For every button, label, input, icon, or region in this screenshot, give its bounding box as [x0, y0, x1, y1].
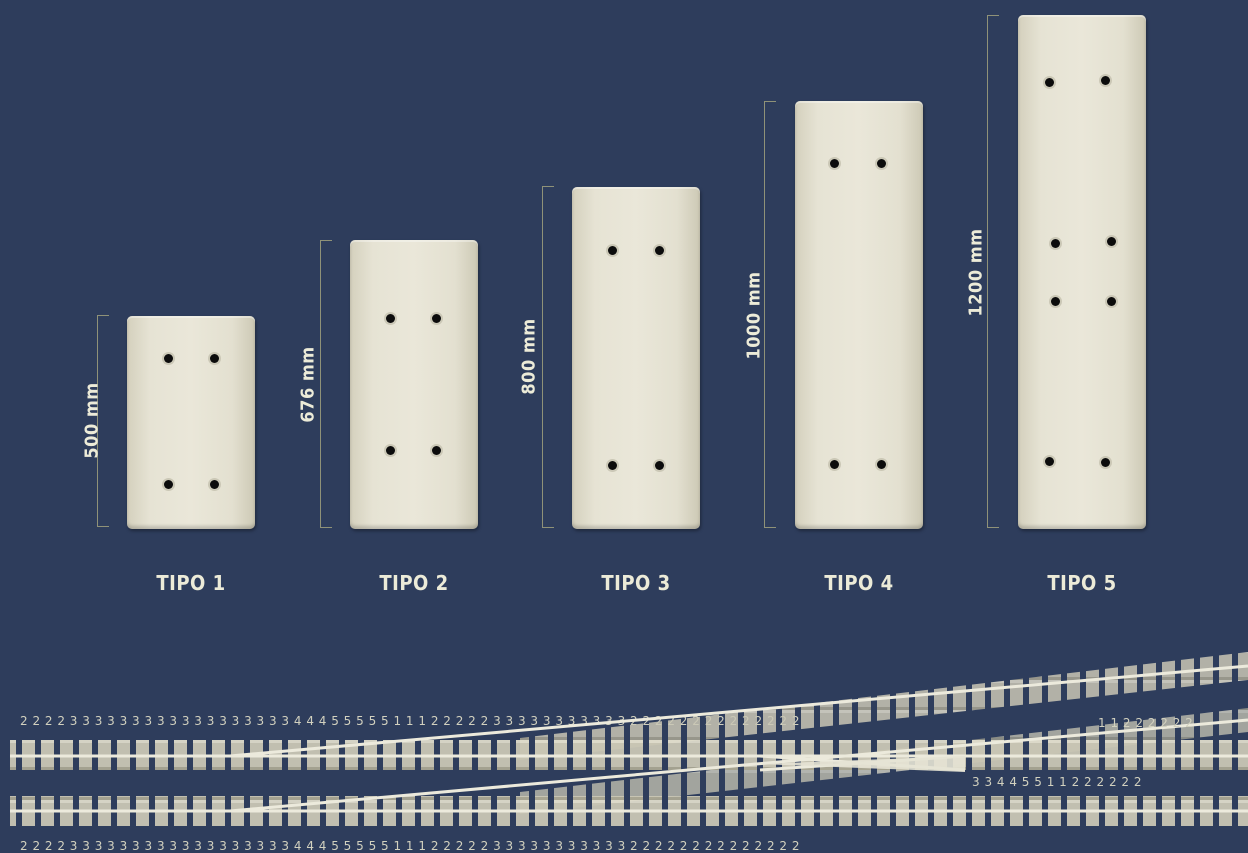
panel-title: TIPO 3 [601, 571, 671, 595]
hole [1107, 237, 1116, 246]
hole [164, 480, 173, 489]
dimension-bracket [542, 186, 554, 528]
hole [608, 246, 617, 255]
panel-title: TIPO 2 [379, 571, 449, 595]
dimension-label: 1200 mm [965, 228, 987, 317]
panel-title: TIPO 4 [824, 571, 894, 595]
dimension-label: 800 mm [518, 318, 540, 395]
hole [432, 446, 441, 455]
sleeper-band-branch [520, 652, 1248, 760]
frog [760, 756, 965, 772]
hole [386, 446, 395, 455]
hole [1045, 457, 1054, 466]
dimension-label: 1000 mm [743, 271, 765, 360]
dimension-bracket [97, 315, 109, 527]
hole [608, 461, 617, 470]
hole [210, 354, 219, 363]
hole [1101, 458, 1110, 467]
sleeper-number-row-branch-lower: 3 3 4 4 5 5 1 1 2 2 2 2 2 2 [972, 775, 1142, 789]
hole [877, 460, 886, 469]
hole [1107, 297, 1116, 306]
hole [830, 460, 839, 469]
hole [877, 159, 886, 168]
hole [1101, 76, 1110, 85]
sleeper-number-row-bottom: 2 2 2 2 3 3 3 3 3 3 3 3 3 3 3 3 3 3 3 3 … [20, 839, 800, 853]
panel-tipo-2 [350, 240, 478, 529]
dimension-label: 500 mm [81, 382, 103, 459]
hole [386, 314, 395, 323]
hole [164, 354, 173, 363]
dimension-bracket [987, 15, 999, 528]
hole [1051, 239, 1060, 248]
hole [830, 159, 839, 168]
hole [432, 314, 441, 323]
panel-tipo-5 [1018, 15, 1146, 529]
hole [210, 480, 219, 489]
panel-tipo-3 [572, 187, 700, 529]
hole [655, 246, 664, 255]
panel-title: TIPO 1 [156, 571, 226, 595]
panel-tipo-1 [127, 316, 255, 529]
sleeper-number-row-top: 2 2 2 2 3 3 3 3 3 3 3 3 3 3 3 3 3 3 3 3 … [20, 714, 800, 728]
dimension-bracket [764, 101, 776, 528]
track-layout-diagram: 2 2 2 2 3 3 3 3 3 3 3 3 3 3 3 3 3 3 3 3 … [10, 652, 1248, 853]
panel-tipo-4 [795, 101, 923, 529]
panel-title: TIPO 5 [1047, 571, 1117, 595]
dimension-label: 676 mm [297, 346, 319, 423]
dimension-bracket [320, 240, 332, 528]
hole [1045, 78, 1054, 87]
hole [1051, 297, 1060, 306]
sleeper-number-row-branch-upper: 1 1 2 2 2 2 2 2 [1098, 716, 1193, 730]
hole [655, 461, 664, 470]
